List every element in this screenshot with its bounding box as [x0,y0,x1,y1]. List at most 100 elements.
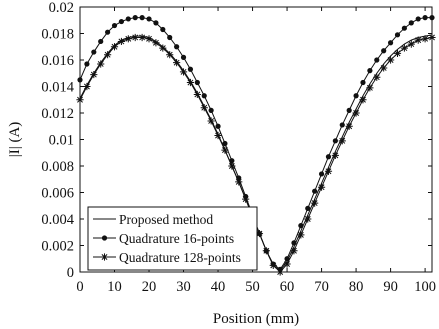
data-point-circle [374,57,380,63]
y-tick-label: 0 [67,265,74,281]
y-tick-label: 0.01 [49,133,74,149]
data-point-circle [415,16,421,22]
legend-label: Quadrature 16-points [119,231,234,246]
data-point-circle [84,61,90,67]
data-point-circle [394,32,401,38]
data-point-star [352,109,360,117]
data-point-star [338,137,346,145]
data-point-star [124,35,132,43]
data-point-circle [146,16,152,22]
data-point-star [386,56,395,64]
data-point-circle [194,79,200,86]
data-point-star [228,162,236,170]
data-point-circle [153,20,159,26]
data-point-circle [222,140,228,147]
x-tick-label: 30 [176,279,191,295]
data-point-star [393,49,402,57]
legend-item: Proposed method [93,212,213,227]
data-point-star [131,33,139,42]
data-point-circle [318,171,325,177]
data-point-star [311,199,319,207]
y-tick-label: 0.004 [41,212,74,228]
data-point-circle [208,107,214,113]
x-tick-label: 50 [245,279,260,295]
data-point-star [407,40,415,48]
data-point-star [345,122,353,130]
data-point-circle [284,256,290,262]
data-point-circle [305,205,311,211]
y-tick-label: 0.008 [41,159,74,175]
y-tick-label: 0.012 [41,106,74,122]
data-point-circle [118,18,125,25]
data-point-circle [91,49,97,55]
data-point-star [373,73,381,81]
data-point-star [207,117,215,125]
data-point-star [200,104,208,112]
x-tick-label: 20 [142,279,157,295]
data-point-star [414,36,422,44]
data-point-circle [367,68,373,74]
x-axis-title: Position (mm) [213,311,299,327]
data-point-circle [312,188,318,194]
data-point-star [117,37,126,46]
data-point-star [100,253,109,261]
data-point-star [331,151,339,159]
data-point-star [366,84,374,92]
data-point-star [90,70,98,79]
data-point-circle [201,93,207,99]
data-point-circle [387,40,394,46]
data-point-star [324,167,333,175]
x-tick-label: 90 [383,279,398,295]
y-tick-label: 0.006 [41,186,74,202]
data-point-circle [360,79,366,86]
data-point-star [138,33,146,42]
data-point-star [173,59,181,67]
data-point-star [262,247,270,255]
data-point-star [297,231,305,239]
x-tick-label: 60 [280,279,295,295]
data-point-circle [180,54,187,60]
data-point-star [104,51,112,59]
data-point-star [304,215,312,223]
data-point-circle [381,48,387,54]
data-point-circle [339,122,345,128]
legend-label: Quadrature 128-points [119,250,241,265]
data-point-star [166,51,174,59]
data-point-star [421,35,429,43]
data-point-star [179,68,188,76]
data-point-circle [174,44,180,50]
x-tick-label: 10 [107,279,122,295]
y-tick-label: 0.002 [41,239,74,255]
data-point-circle [187,66,194,72]
y-axis-ticks: 0 0.002 0.004 0.006 0.008 0.01 0.012 0.014 0.016… [41,0,432,281]
data-point-star [221,146,229,154]
data-point-star [152,39,160,47]
data-point-star [235,178,243,186]
data-point-star [359,96,367,104]
data-point-star [255,229,264,238]
data-point-star [193,90,201,99]
data-point-star [290,247,298,255]
data-point-circle [160,26,166,33]
plot-frame [79,6,433,273]
data-point-star [269,261,277,269]
data-point-circle [167,34,173,41]
data-point-star [159,44,167,52]
data-point-star [380,64,388,72]
data-point-star [214,131,222,140]
data-point-star [145,35,153,43]
data-point-star [400,44,408,52]
data-point-star [110,43,119,51]
legend-item: Quadrature 16-points [93,231,234,246]
legend-box [87,206,258,271]
data-point-circle [291,240,297,246]
data-point-circle [139,15,145,21]
data-point-star [186,78,195,87]
data-point-circle [401,25,407,31]
data-point-star [242,195,250,203]
y-tick-label: 0.018 [41,27,74,43]
x-tick-label: 80 [349,279,364,295]
legend: Proposed method Quadrature 16-points Quadr… [87,206,258,271]
data-point-star [97,60,105,68]
data-point-circle [346,107,352,113]
